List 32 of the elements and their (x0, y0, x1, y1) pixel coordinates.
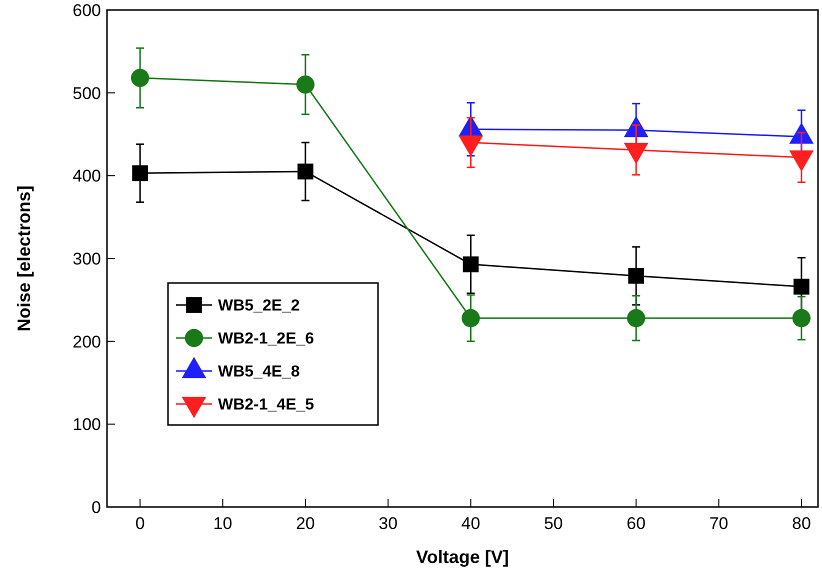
y-tick-label: 400 (72, 166, 101, 186)
x-tick-label: 50 (544, 514, 563, 533)
y-tick-label: 300 (72, 249, 101, 268)
y-tick-label: 0 (92, 498, 101, 517)
y-tick-label: 100 (72, 415, 101, 434)
point (298, 164, 314, 180)
x-tick-label: 0 (135, 514, 145, 533)
x-axis-title: Voltage [V] (416, 547, 509, 567)
x-tick-label: 70 (709, 514, 728, 533)
point (794, 278, 810, 295)
point (792, 309, 811, 328)
point (462, 309, 480, 328)
point (462, 256, 479, 272)
x-tick-label: 10 (213, 514, 232, 533)
legend-label: WB2-1_4E_5 (218, 396, 314, 414)
x-tick-label: 20 (296, 514, 315, 533)
x-tick-label: 30 (378, 514, 398, 533)
point (296, 75, 315, 94)
point (627, 309, 646, 328)
point (628, 268, 644, 284)
x-tick-label: 60 (626, 514, 646, 533)
x-tick-label: 80 (792, 514, 811, 533)
point (130, 68, 150, 87)
y-axis-title: Noise [electrons] (14, 185, 34, 332)
y-tick-label: 200 (72, 332, 101, 352)
x-tick-label: 40 (461, 514, 480, 533)
legend-label: WB5_4E_8 (218, 364, 300, 381)
y-tick-label: 600 (72, 0, 101, 20)
point (132, 165, 148, 182)
y-tick-label: 500 (72, 84, 101, 103)
legend-label: WB2-1_2E_6 (218, 330, 314, 348)
legend-label: WB5_2E_2 (218, 298, 300, 315)
